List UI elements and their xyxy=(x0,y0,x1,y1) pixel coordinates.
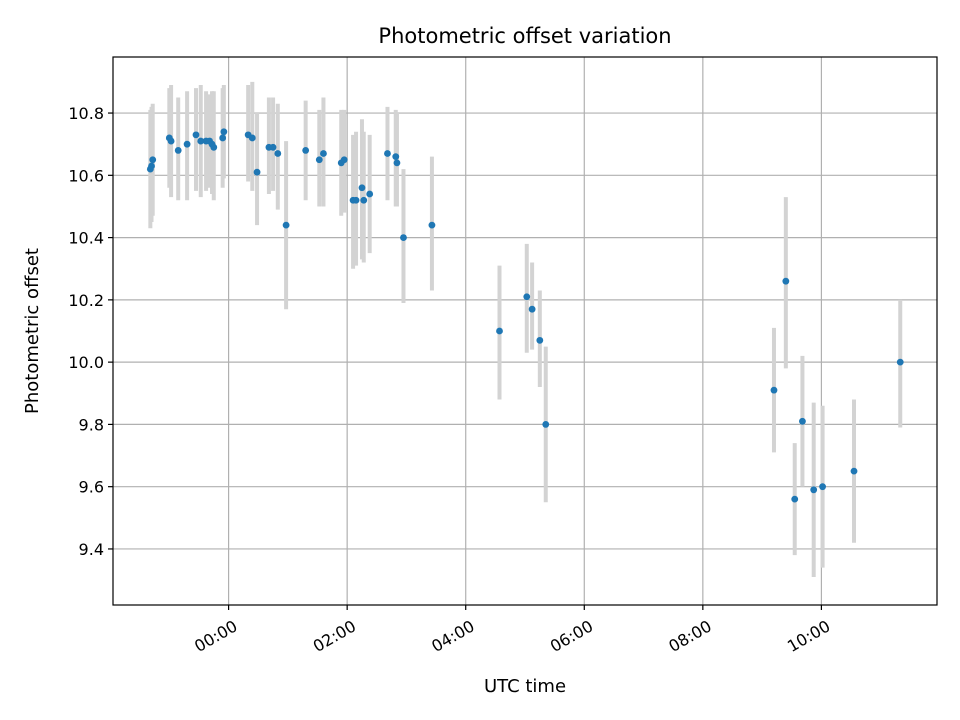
data-point xyxy=(536,336,544,344)
data-point xyxy=(148,162,155,170)
data-point xyxy=(393,159,401,167)
y-tick-label: 10.8 xyxy=(68,104,104,123)
x-tick-label: 02:00 xyxy=(310,616,359,656)
data-point xyxy=(149,156,157,164)
y-tick-label: 10.2 xyxy=(68,291,104,310)
x-tick-label: 00:00 xyxy=(191,616,240,656)
data-point xyxy=(253,168,261,176)
data-point xyxy=(392,153,400,161)
data-point xyxy=(528,305,536,313)
y-tick-label: 10.4 xyxy=(68,229,104,248)
data-point xyxy=(315,156,323,164)
plot-frame xyxy=(112,56,938,606)
data-point xyxy=(248,134,256,142)
data-point xyxy=(269,143,277,151)
y-tick-label: 10.6 xyxy=(68,166,104,185)
y-tick-label: 9.8 xyxy=(79,415,104,434)
data-point xyxy=(400,234,407,241)
x-tick-label: 10:00 xyxy=(784,616,833,656)
data-point xyxy=(366,190,374,198)
data-point xyxy=(810,486,818,494)
data-point xyxy=(302,147,310,154)
x-axis-ticks: 00:00 02:00 04:00 06:00 08:00 10:00 xyxy=(191,605,833,656)
data-point xyxy=(274,150,282,157)
data-point xyxy=(220,128,228,136)
data-point xyxy=(791,495,799,503)
data-point xyxy=(384,150,391,157)
x-tick-label: 04:00 xyxy=(428,616,477,656)
data-point xyxy=(360,196,368,204)
data-point xyxy=(183,140,191,148)
error-bars xyxy=(148,81,903,577)
y-tick-label: 9.6 xyxy=(79,478,104,497)
data-point xyxy=(523,293,531,301)
data-point xyxy=(192,131,200,139)
data-point xyxy=(542,421,550,428)
y-axis-ticks: 9.4 9.6 9.8 10.0 10.2 10.4 10.6 10.8 xyxy=(68,104,113,559)
data-point xyxy=(210,143,218,151)
data-point xyxy=(174,147,182,154)
data-point xyxy=(282,221,290,229)
data-point xyxy=(496,327,503,335)
y-axis-label: Photometric offset xyxy=(22,248,43,414)
x-tick-label: 06:00 xyxy=(547,616,596,656)
data-point xyxy=(219,134,227,142)
data-point xyxy=(770,386,778,394)
data-point xyxy=(850,467,858,475)
y-tick-label: 9.4 xyxy=(79,540,104,559)
data-point xyxy=(782,277,790,285)
x-tick-label: 08:00 xyxy=(665,616,714,656)
data-point xyxy=(167,137,175,145)
data-point xyxy=(799,417,806,425)
data-points xyxy=(146,128,904,503)
chart-title: Photometric offset variation xyxy=(378,24,671,48)
y-tick-label: 10.0 xyxy=(68,353,104,372)
data-point xyxy=(358,184,366,192)
data-point xyxy=(819,483,826,491)
x-axis-label: UTC time xyxy=(484,676,566,697)
data-point xyxy=(428,221,436,229)
data-point xyxy=(197,137,205,145)
data-point xyxy=(340,156,348,164)
data-point xyxy=(352,196,360,204)
grid-lines xyxy=(113,57,937,605)
data-point xyxy=(320,150,327,157)
data-point xyxy=(896,358,904,366)
